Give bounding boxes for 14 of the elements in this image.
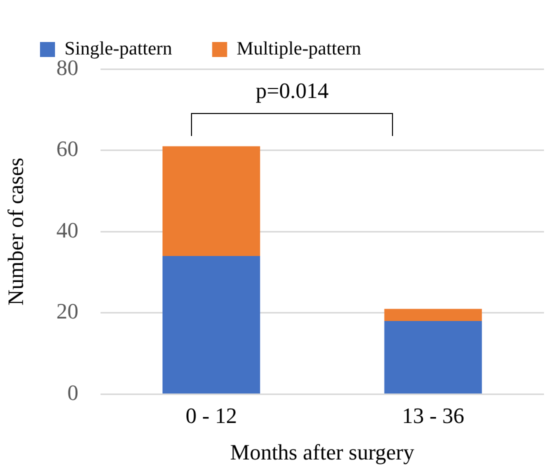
x-tick-label: 13 - 36 xyxy=(402,403,464,428)
y-tick-label: 0 xyxy=(67,380,78,405)
x-tick-label: 0 - 12 xyxy=(186,403,237,428)
legend-label: Multiple-pattern xyxy=(236,38,362,60)
x-axis-title: Months after surgery xyxy=(230,440,414,465)
bar xyxy=(162,256,260,394)
bar xyxy=(384,308,482,322)
y-tick-label: 20 xyxy=(56,298,78,324)
annotation: p=0.014 xyxy=(256,78,329,104)
y-tick-label: 60 xyxy=(56,136,78,162)
bar xyxy=(162,146,260,256)
bar xyxy=(384,321,482,394)
y-axis-title: Number of cases xyxy=(2,158,28,306)
y-tick-label: 40 xyxy=(56,217,78,242)
